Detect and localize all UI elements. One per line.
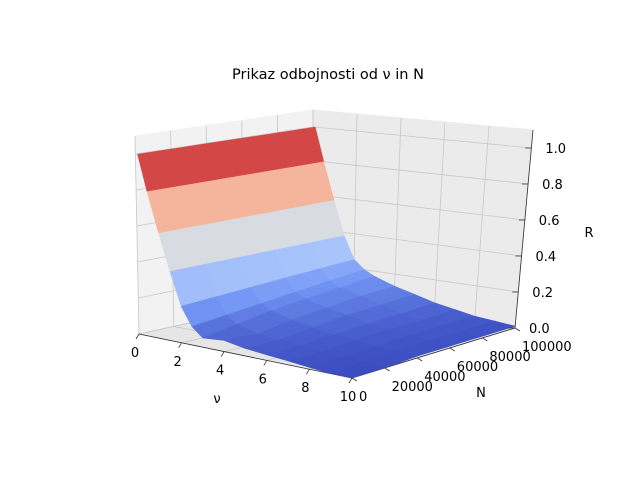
surface-plot <box>137 126 517 379</box>
y-tick-label: 100000 <box>522 340 572 355</box>
y-tick <box>351 377 358 382</box>
z-tick-label: 0.2 <box>532 286 553 301</box>
z-gridline <box>135 126 532 155</box>
x-tick-label: 6 <box>259 372 267 387</box>
z-tick-label: 1.0 <box>545 142 566 157</box>
x-tick <box>220 351 225 357</box>
x-tick <box>306 368 310 375</box>
y-tick-label: 80000 <box>489 350 530 365</box>
z-tick-label: 0.4 <box>536 250 557 265</box>
x-axis-line <box>138 333 353 379</box>
x-tick <box>263 360 268 366</box>
y-tick-label: 40000 <box>424 370 465 385</box>
x-axis-label: ν <box>213 392 220 407</box>
x-tick-label: 0 <box>131 346 139 361</box>
y-tick <box>384 367 390 372</box>
y-tick-label: 60000 <box>457 360 498 375</box>
z-tick-label: 0.6 <box>539 214 560 229</box>
z-tick-label: 0.0 <box>529 322 550 337</box>
x-tick-label: 2 <box>173 355 181 370</box>
x-tick <box>178 342 182 349</box>
z-tick-label: 0.8 <box>542 178 563 193</box>
y-tick-label: 20000 <box>392 380 433 395</box>
y-tick <box>416 357 423 362</box>
x-tick <box>348 377 353 384</box>
x-tick <box>135 333 140 340</box>
y-tick <box>449 347 456 352</box>
y-tick <box>482 337 488 342</box>
x-tick-label: 8 <box>301 381 309 396</box>
z-axis-label: R <box>584 226 593 241</box>
y-axis-label: N <box>476 386 486 401</box>
z-axis-line <box>514 129 534 329</box>
chart-title: Prikaz odbojnosti od ν in N <box>232 67 424 83</box>
x-tick-label: 10 <box>340 390 357 405</box>
y-tick-label: 0 <box>359 390 367 405</box>
x-tick-label: 4 <box>216 364 224 379</box>
y-tick <box>514 327 521 332</box>
